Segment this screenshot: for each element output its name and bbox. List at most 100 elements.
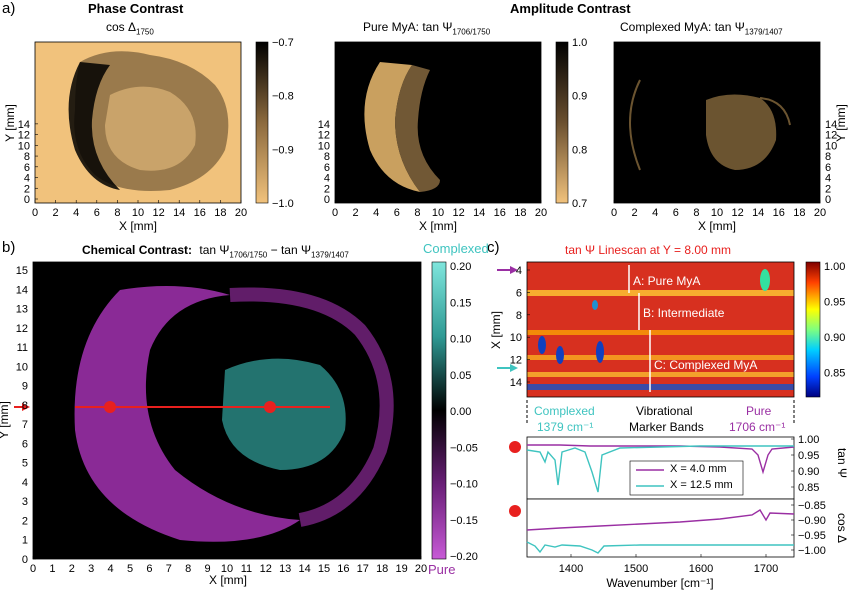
b-x-tick-label: 2	[69, 563, 75, 575]
map3-x-tick-label: 12	[731, 207, 743, 219]
map1-y-tick-label: 0	[24, 194, 30, 206]
heatmap-y-tick-label: 12	[510, 355, 522, 367]
heatmap-arrow-pure	[510, 266, 518, 274]
map2-x-tick-label: 16	[494, 207, 506, 219]
amplitude-colorbar-tick: 0.9	[572, 91, 587, 103]
chemical-colorbar-tick: 0.10	[450, 334, 471, 346]
map2-x-tick-label: 20	[535, 207, 547, 219]
pure-mya-inner-band	[395, 65, 440, 192]
map3-xlabel: X [mm]	[698, 219, 736, 233]
panel-b-title: Chemical Contrast: tan Ψ1706/1750 − tan …	[82, 243, 349, 259]
map3-x-tick-label: 2	[632, 207, 638, 219]
b-y-tick-label: 12	[16, 323, 28, 335]
map2-x-tick-label: 6	[394, 207, 400, 219]
region-b-label: B: Intermediate	[643, 306, 725, 320]
b-x-tick-label: 14	[298, 563, 310, 575]
map2-y-tick-label: 4	[324, 173, 330, 185]
b-y-tick-label: 10	[16, 361, 28, 373]
tan-y-tick-label: 0.85	[798, 482, 819, 494]
map3-y-tick-label: 2	[825, 183, 831, 195]
map2-x-tick-label: 18	[514, 207, 526, 219]
b-y-tick-label: 1	[22, 535, 28, 547]
map1-x-tick-label: 4	[73, 207, 79, 219]
map1-x-tick-label: 12	[152, 207, 164, 219]
b-x-tick-label: 3	[88, 563, 94, 575]
pure-mya-crescent	[364, 62, 420, 192]
b-y-tick-label: 11	[17, 342, 28, 354]
chemical-colorbar-tick: 0.05	[450, 370, 471, 382]
b-y-tick-label: 0	[22, 554, 28, 566]
marker-left-label: Complexed	[534, 404, 595, 418]
map2-y-tick-label: 8	[324, 151, 330, 163]
heatmap-band-4	[527, 372, 794, 377]
map1-x-tick-label: 8	[114, 207, 120, 219]
b-x-tick-label: 0	[30, 563, 36, 575]
phase-colorbar-tick: −0.7	[272, 37, 294, 49]
map3-y-tick-label: 6	[825, 162, 831, 174]
map1-x-tick-label: 2	[53, 207, 59, 219]
tan-y-tick-label: 1.00	[798, 434, 819, 446]
map1-y-tick-label: 14	[18, 119, 30, 131]
jet-colorbar-tick: 0.90	[824, 332, 845, 344]
map1-x-tick-label: 14	[173, 207, 185, 219]
b-y-tick-label: 6	[22, 438, 28, 450]
cos-delta-pure-line	[526, 509, 795, 531]
marker-left-value: 1379 cm⁻¹	[537, 420, 594, 434]
linescan-point-pure	[104, 401, 116, 413]
region-a-label: A: Pure MyA	[633, 274, 701, 288]
heatmap-band-3	[527, 355, 794, 360]
heatmap-y-tick-label: 4	[516, 265, 522, 277]
tan-psi-plot	[509, 436, 795, 500]
phase-contrast-header: Phase Contrast	[88, 1, 184, 16]
tan-psi-pure-line	[527, 444, 795, 475]
map3-title: Complexed MyA: tan Ψ1379/1407	[620, 20, 783, 36]
cos-y-tick-label: −0.85	[798, 500, 826, 512]
wavenumber-tick-label: 1700	[754, 563, 778, 575]
marker-right-label: Pure	[746, 404, 772, 418]
map3-x-tick-label: 20	[814, 207, 826, 219]
map3-x-tick-label: 18	[793, 207, 805, 219]
heatmap-y-tick-label: 6	[516, 287, 522, 299]
wavenumber-tick-label: 1600	[689, 563, 713, 575]
heatmap-spot-c2	[556, 346, 564, 364]
chemical-colorbar-tick: 0.20	[450, 261, 471, 273]
b-x-tick-label: 6	[146, 563, 152, 575]
wavenumber-tick-label: 1400	[559, 563, 583, 575]
cos-delta-complexed-line	[526, 541, 794, 554]
amplitude-colorbar-tick: 0.8	[572, 144, 587, 156]
map3-title-sub: 1379/1407	[744, 27, 783, 37]
panel-c-title: tan Ψ Linescan at Y = 8.00 mm	[565, 243, 732, 257]
linescan-point-complexed	[264, 401, 276, 413]
phase-colorbar-tick: −0.8	[272, 91, 294, 103]
jet-colorbar-tick: 0.85	[824, 368, 845, 380]
map1-y-tick-label: 2	[24, 183, 30, 195]
b-x-tick-label: 1	[49, 563, 55, 575]
marker-center-1: Vibrational	[636, 404, 693, 418]
map1-y-tick-label: 8	[24, 151, 30, 163]
phase-colorbar-tick: −0.9	[272, 144, 294, 156]
b-x-tick-label: 10	[221, 563, 233, 575]
b-y-tick-label: 7	[22, 419, 28, 431]
tan-y-tick-label: 0.90	[798, 466, 819, 478]
panel-b-label: b)	[2, 239, 16, 256]
map1-x-tick-label: 16	[194, 207, 206, 219]
complexed-mya-edges	[629, 79, 791, 171]
b-x-tick-label: 20	[415, 563, 427, 575]
cos-y-tick-label: −0.95	[798, 530, 826, 542]
heatmap-frame	[526, 261, 795, 398]
map3-x-tick-label: 6	[673, 207, 679, 219]
map1-x-tick-label: 6	[94, 207, 100, 219]
map2-x-tick-label: 2	[353, 207, 359, 219]
panel-b-title-t2: tan Ψ	[280, 243, 311, 257]
heatmap-y-tick-label: 8	[516, 310, 522, 322]
panel-c-label: c)	[487, 239, 500, 256]
b-x-tick-label: 19	[395, 563, 407, 575]
amplitude-colorbar-tick: 0.7	[572, 198, 587, 210]
b-y-tick-label: 15	[16, 265, 28, 277]
map1-y-tick-label: 4	[24, 173, 30, 185]
b-x-tick-label: 8	[185, 563, 191, 575]
complexed-mya-core	[706, 94, 777, 170]
heatmap-spot-c1	[538, 336, 546, 354]
heatmap-spot-c4	[592, 300, 598, 310]
